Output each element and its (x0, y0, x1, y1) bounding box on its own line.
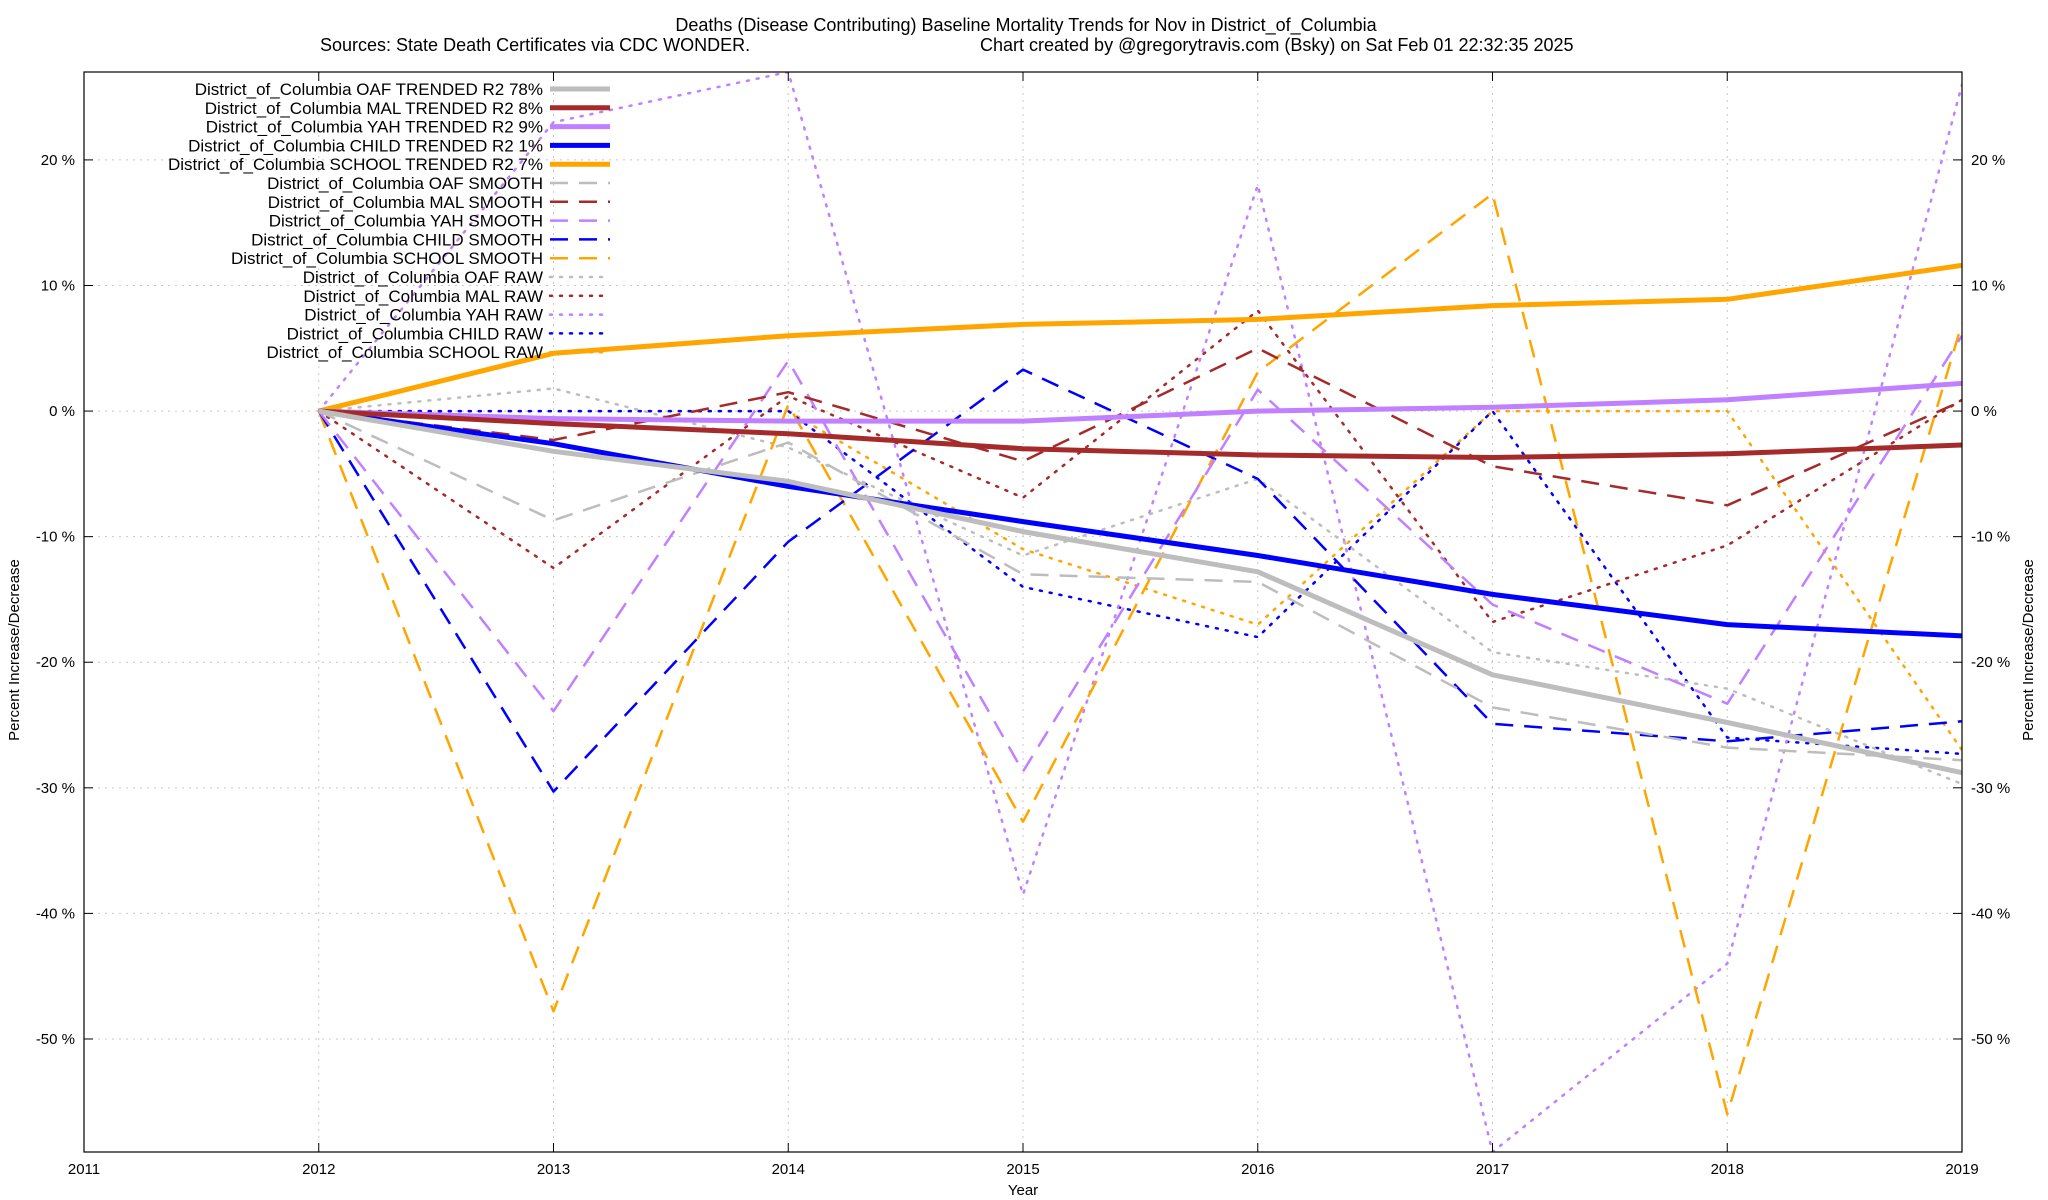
legend-label: District_of_Columbia MAL TRENDED R2 8% (205, 99, 543, 118)
chart-title: Deaths (Disease Contributing) Baseline M… (675, 15, 1377, 36)
x-tick-label: 2016 (1241, 1161, 1274, 1178)
legend-label: District_of_Columbia CHILD RAW (287, 324, 543, 343)
y-tick-label-right: 0 % (1971, 403, 1997, 420)
legend-label: District_of_Columbia SCHOOL SMOOTH (231, 249, 543, 268)
y-tick-label-left: 0 % (49, 403, 75, 420)
y-tick-label-left: -10 % (36, 529, 75, 546)
y-tick-label-right: -30 % (1971, 780, 2010, 797)
y-tick-label-left: 10 % (41, 277, 75, 294)
series-line-7 (317, 335, 1962, 773)
y-tick-label-right: -50 % (1971, 1031, 2010, 1048)
legend-label: District_of_Columbia YAH TRENDED R2 9% (206, 118, 543, 137)
x-tick-label: 2013 (537, 1161, 570, 1178)
series-line-5 (318, 409, 1962, 762)
x-tick-label: 2019 (1945, 1161, 1978, 1178)
x-tick-label: 2011 (68, 1161, 100, 1178)
series-line-1 (318, 408, 1962, 460)
legend-label: District_of_Columbia MAL RAW (303, 287, 543, 306)
legend-label: District_of_Columbia YAH RAW (304, 306, 543, 325)
series-line-6 (318, 347, 1962, 507)
x-axis-label: Year (1008, 1182, 1038, 1199)
y-tick-label-left: -50 % (36, 1031, 75, 1048)
y-tick-label-left: -40 % (36, 905, 75, 922)
x-tick-label: 2015 (1006, 1161, 1039, 1178)
chart-source-note: Sources: State Death Certificates via CD… (320, 35, 750, 55)
series-line-4 (318, 262, 1962, 414)
y-tick-label-left: -20 % (36, 654, 75, 671)
series-line-9 (317, 192, 1962, 1116)
legend-label: District_of_Columbia YAH SMOOTH (269, 212, 543, 231)
legend-label: District_of_Columbia MAL SMOOTH (268, 193, 543, 212)
legend-label: District_of_Columbia SCHOOL RAW (267, 343, 543, 362)
legend: District_of_Columbia OAF TRENDED R2 78%D… (168, 80, 612, 362)
legend-label: District_of_Columbia OAF RAW (303, 268, 543, 287)
y-tick-label-left: -30 % (36, 780, 75, 797)
legend-label: District_of_Columbia CHILD SMOOTH (251, 230, 543, 249)
y-tick-label-left: 20 % (41, 152, 75, 169)
legend-label: District_of_Columbia OAF TRENDED R2 78% (195, 80, 543, 99)
legend-label: District_of_Columbia CHILD TRENDED R2 1% (188, 136, 543, 155)
chart-credit: Chart created by @gregorytravis.com (Bsk… (980, 35, 1574, 55)
series-lines (317, 72, 1962, 1152)
legend-label: District_of_Columbia OAF SMOOTH (267, 174, 543, 193)
y-axis-label-left: Percent Increase/Decrease (6, 559, 23, 741)
y-tick-label-right: -20 % (1971, 654, 2010, 671)
series-line-10 (317, 387, 1962, 786)
series-line-13 (317, 409, 1962, 756)
series-line-2 (318, 380, 1962, 424)
series-line-14 (317, 409, 1962, 752)
x-tick-label: 2018 (1711, 1161, 1744, 1178)
series-line-0 (318, 408, 1962, 776)
axis-ticks: 2011 2012 2013 2014 2015 2016 2017 2018 2019 -50 … (36, 72, 2010, 1178)
y-tick-label-right: -10 % (1971, 529, 2010, 546)
x-tick-label: 2017 (1476, 1161, 1509, 1178)
y-tick-label-right: -40 % (1971, 905, 2010, 922)
x-tick-label: 2014 (772, 1161, 805, 1178)
y-tick-label-right: 10 % (1971, 277, 2005, 294)
series-line-8 (317, 368, 1962, 793)
grid (84, 72, 1962, 1152)
y-axis-label-right: Percent Increase/Decrease (2020, 559, 2037, 741)
y-tick-label-right: 20 % (1971, 152, 2005, 169)
legend-label: District_of_Columbia SCHOOL TRENDED R2 7… (168, 155, 543, 174)
x-tick-label: 2012 (302, 1161, 335, 1178)
series-line-3 (318, 408, 1962, 639)
